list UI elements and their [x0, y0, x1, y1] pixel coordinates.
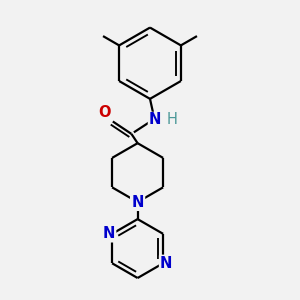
Text: H: H — [166, 112, 177, 128]
Text: N: N — [160, 256, 172, 271]
Text: N: N — [131, 195, 144, 210]
Text: N: N — [148, 112, 161, 128]
Text: O: O — [98, 105, 110, 120]
Text: N: N — [103, 226, 115, 241]
